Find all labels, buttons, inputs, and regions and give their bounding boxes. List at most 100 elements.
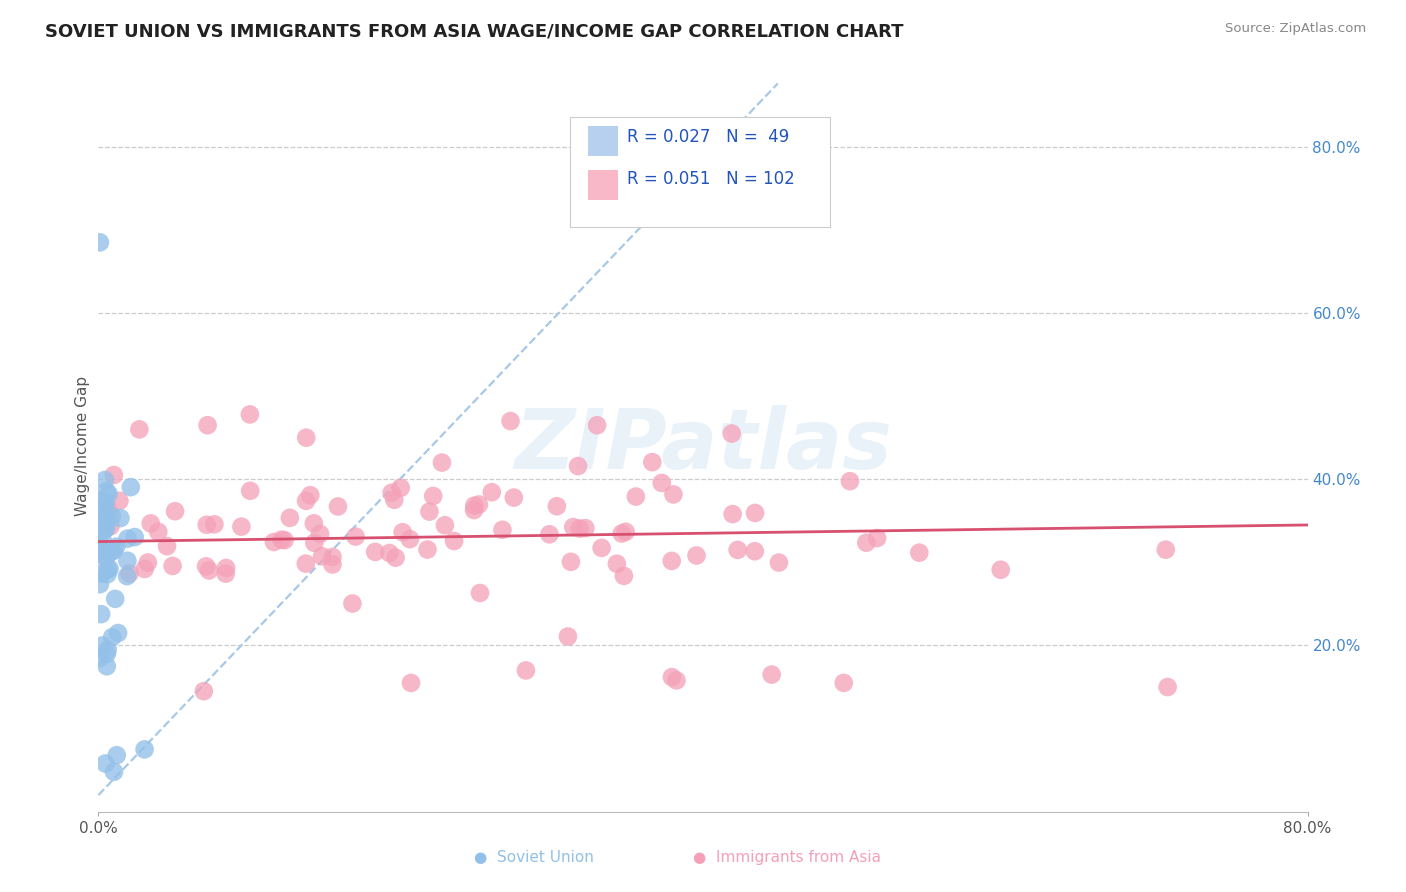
Point bbox=[278, 511, 301, 525]
Point bbox=[744, 544, 766, 558]
Point bbox=[557, 630, 579, 644]
Point bbox=[134, 562, 156, 576]
Point bbox=[1154, 542, 1177, 557]
Point bbox=[321, 558, 343, 572]
Point bbox=[103, 764, 125, 779]
Point bbox=[89, 543, 111, 558]
Point bbox=[97, 487, 120, 501]
Point bbox=[546, 499, 568, 513]
Point bbox=[97, 562, 120, 576]
Point bbox=[118, 566, 141, 581]
Y-axis label: Wage/Income Gap: Wage/Income Gap bbox=[75, 376, 90, 516]
Point bbox=[101, 630, 124, 644]
Point bbox=[90, 541, 112, 555]
Point bbox=[468, 586, 491, 600]
Point bbox=[89, 651, 111, 665]
FancyBboxPatch shape bbox=[569, 117, 830, 227]
Point bbox=[273, 533, 295, 548]
Point bbox=[342, 597, 364, 611]
Point bbox=[139, 516, 162, 531]
Point bbox=[567, 459, 589, 474]
Point bbox=[295, 493, 318, 508]
Point bbox=[94, 551, 117, 566]
Point bbox=[94, 550, 117, 565]
Point bbox=[662, 487, 685, 501]
Point bbox=[270, 533, 292, 547]
Point bbox=[91, 510, 114, 524]
Point bbox=[866, 531, 889, 545]
Point bbox=[136, 556, 159, 570]
Point bbox=[443, 534, 465, 549]
Point bbox=[94, 756, 117, 771]
Point bbox=[117, 532, 139, 546]
Point bbox=[744, 506, 766, 520]
Point bbox=[103, 543, 125, 558]
Point bbox=[430, 456, 453, 470]
Point bbox=[613, 569, 636, 583]
Text: R = 0.051   N = 102: R = 0.051 N = 102 bbox=[627, 170, 794, 188]
Point bbox=[568, 522, 591, 536]
Point bbox=[574, 521, 596, 535]
Point bbox=[97, 642, 120, 657]
FancyBboxPatch shape bbox=[588, 127, 619, 155]
Point bbox=[382, 492, 405, 507]
Point bbox=[1156, 680, 1178, 694]
Point bbox=[156, 539, 179, 553]
Point bbox=[96, 659, 118, 673]
Point bbox=[148, 524, 170, 539]
Point bbox=[326, 500, 349, 514]
Point bbox=[384, 550, 406, 565]
Point bbox=[661, 670, 683, 684]
Point bbox=[98, 561, 121, 575]
Point bbox=[128, 422, 150, 436]
Point bbox=[231, 519, 253, 533]
Point bbox=[560, 555, 582, 569]
Point bbox=[91, 639, 114, 653]
Point bbox=[481, 485, 503, 500]
Point bbox=[515, 664, 537, 678]
Point bbox=[91, 493, 114, 508]
Point bbox=[418, 505, 440, 519]
Point bbox=[193, 684, 215, 698]
Point bbox=[838, 474, 860, 488]
Point bbox=[322, 549, 344, 564]
Point bbox=[389, 481, 412, 495]
Point bbox=[309, 527, 332, 541]
Point bbox=[586, 418, 609, 433]
Point bbox=[215, 561, 238, 575]
Point bbox=[204, 517, 226, 532]
Point bbox=[378, 546, 401, 560]
Point bbox=[641, 455, 664, 469]
Point bbox=[364, 545, 387, 559]
Point bbox=[198, 564, 221, 578]
Point bbox=[720, 426, 742, 441]
Point bbox=[433, 518, 456, 533]
Point bbox=[990, 563, 1012, 577]
Point bbox=[591, 541, 613, 555]
Point bbox=[685, 549, 707, 563]
Point bbox=[624, 490, 647, 504]
Point bbox=[721, 507, 744, 521]
Point bbox=[96, 647, 118, 661]
Point bbox=[215, 566, 238, 581]
Point bbox=[93, 505, 115, 519]
Point bbox=[105, 748, 128, 763]
Point bbox=[93, 523, 115, 537]
Point bbox=[302, 516, 325, 531]
Point bbox=[94, 496, 117, 510]
Point bbox=[239, 408, 262, 422]
Point bbox=[381, 485, 404, 500]
Point bbox=[124, 530, 146, 544]
Point bbox=[120, 480, 142, 494]
Point bbox=[108, 493, 131, 508]
Point bbox=[416, 542, 439, 557]
Point bbox=[499, 414, 522, 428]
Point bbox=[468, 498, 491, 512]
Point bbox=[90, 607, 112, 622]
Point bbox=[502, 491, 524, 505]
Point bbox=[195, 517, 218, 532]
Point bbox=[93, 516, 115, 530]
Text: R = 0.027   N =  49: R = 0.027 N = 49 bbox=[627, 128, 789, 145]
Point bbox=[96, 567, 118, 582]
Point bbox=[908, 546, 931, 560]
